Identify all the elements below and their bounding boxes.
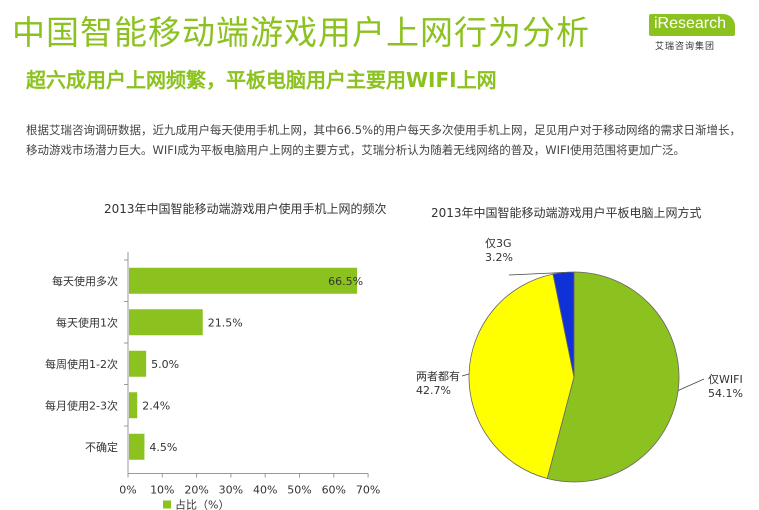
description-paragraph: 根据艾瑞咨询调研数据，近九成用户每天使用手机上网，其中66.5%的用户每天多次使… bbox=[26, 123, 742, 157]
category-label: 每天使用1次 bbox=[56, 315, 118, 329]
slice-label: 两者都有 bbox=[416, 369, 460, 383]
category-label: 每周使用1-2次 bbox=[45, 357, 118, 371]
bar-chart-title: 2013年中国智能移动端游戏用户使用手机上网的频次 bbox=[104, 202, 387, 216]
bar bbox=[129, 309, 203, 336]
slice-label: 仅3G bbox=[485, 237, 512, 250]
x-tick-label: 40% bbox=[253, 484, 277, 497]
bar bbox=[129, 392, 138, 419]
slice-value: 42.7% bbox=[416, 384, 451, 397]
bar bbox=[129, 350, 147, 377]
x-tick-label: 30% bbox=[219, 484, 243, 497]
x-tick-label: 10% bbox=[150, 484, 174, 497]
category-label: 不确定 bbox=[85, 440, 118, 454]
legend-label: 占比（%） bbox=[175, 498, 229, 510]
category-label: 每天使用多次 bbox=[52, 274, 118, 288]
slice-value: 54.1% bbox=[708, 387, 743, 400]
data-label: 2.4% bbox=[142, 399, 170, 412]
category-label: 每月使用2-3次 bbox=[45, 398, 118, 412]
x-tick-label: 60% bbox=[322, 484, 346, 497]
legend-swatch bbox=[163, 500, 171, 509]
data-label: 21.5% bbox=[208, 316, 243, 329]
slice-label: 仅WIFI bbox=[708, 373, 743, 386]
iresearch-logo: iResearch 艾瑞咨询集团 bbox=[649, 14, 735, 54]
bar-chart: 0% 10% 20% 30% 40% 50% 60% 70% 每天使用多次 66.5% 每天使用1次… bbox=[45, 252, 380, 510]
leader-line bbox=[508, 272, 564, 276]
pie-chart-title: 2013年中国智能移动端游戏用户平板电脑上网方式 bbox=[431, 206, 702, 220]
data-label: 5.0% bbox=[151, 358, 179, 371]
x-tick-label: 0% bbox=[119, 484, 136, 497]
leader-line bbox=[461, 373, 470, 377]
logo-subtext: 艾瑞咨询集团 bbox=[655, 42, 716, 52]
bar bbox=[129, 433, 145, 460]
bar bbox=[129, 267, 358, 294]
leader-line bbox=[677, 378, 705, 391]
data-label: 66.5% bbox=[328, 275, 363, 288]
x-tick-label: 50% bbox=[287, 484, 311, 497]
logo-text: iResearch bbox=[654, 15, 727, 32]
pie-slice bbox=[468, 273, 575, 480]
x-tick-label: 20% bbox=[184, 484, 208, 497]
page-subtitle: 超六成用户上网频繁，平板电脑用户主要用WIFI上网 bbox=[26, 68, 497, 92]
data-label: 4.5% bbox=[149, 441, 177, 454]
logo-tag-shape bbox=[649, 14, 735, 36]
page-title: 中国智能移动端游戏用户上网行为分析 bbox=[12, 13, 590, 52]
slice-value: 3.2% bbox=[485, 251, 513, 264]
x-tick-label: 70% bbox=[356, 484, 380, 497]
